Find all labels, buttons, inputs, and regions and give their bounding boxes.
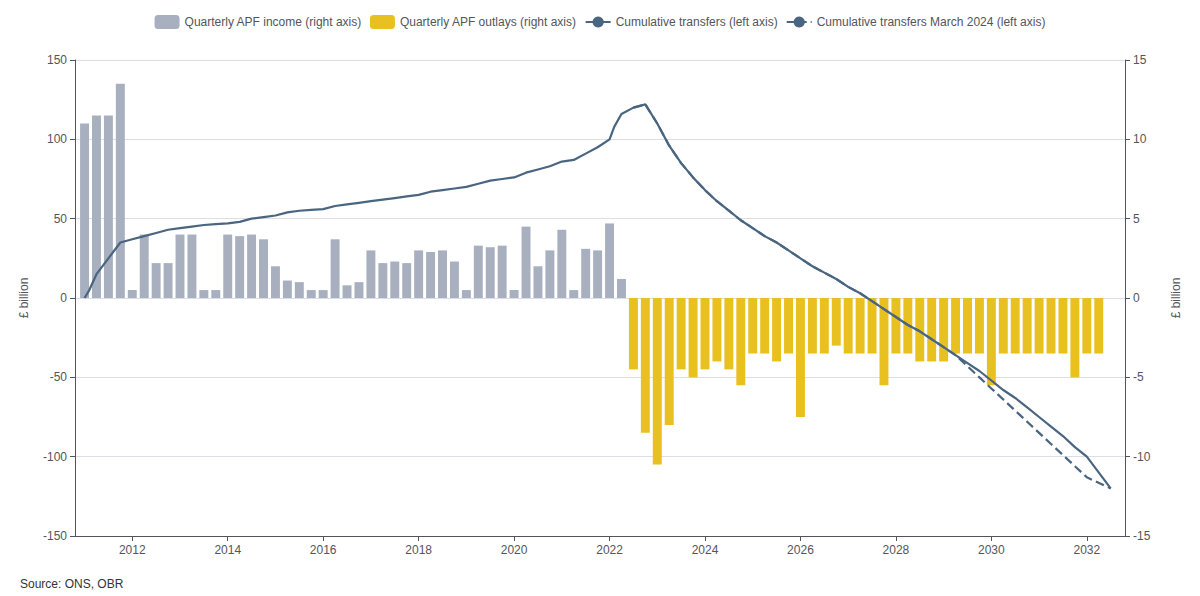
svg-text:2024: 2024 (692, 543, 719, 557)
svg-text:Cumulative transfers March 202: Cumulative transfers March 2024 (left ax… (817, 15, 1046, 29)
svg-text:100: 100 (47, 132, 67, 146)
svg-text:2018: 2018 (405, 543, 432, 557)
svg-text:5: 5 (1133, 212, 1140, 226)
svg-text:Quarterly APF outlays (right a: Quarterly APF outlays (right axis) (400, 15, 576, 29)
svg-text:Cumulative transfers (left axi: Cumulative transfers (left axis) (616, 15, 778, 29)
svg-text:Quarterly APF income (right ax: Quarterly APF income (right axis) (185, 15, 362, 29)
svg-text:0: 0 (1133, 291, 1140, 305)
svg-text:-150: -150 (43, 529, 67, 543)
svg-text:0: 0 (60, 291, 67, 305)
svg-text:2012: 2012 (119, 543, 146, 557)
svg-text:150: 150 (47, 53, 67, 67)
svg-text:Source: ONS, OBR: Source: ONS, OBR (20, 577, 124, 591)
svg-text:-5: -5 (1133, 370, 1144, 384)
svg-text:50: 50 (54, 212, 68, 226)
svg-text:2026: 2026 (787, 543, 814, 557)
svg-text:2014: 2014 (214, 543, 241, 557)
svg-text:2032: 2032 (1073, 543, 1100, 557)
svg-text:2016: 2016 (310, 543, 337, 557)
svg-text:-100: -100 (43, 450, 67, 464)
svg-text:£ billion: £ billion (17, 278, 31, 319)
svg-text:2020: 2020 (501, 543, 528, 557)
svg-text:-15: -15 (1133, 529, 1151, 543)
svg-text:2028: 2028 (883, 543, 910, 557)
svg-text:10: 10 (1133, 132, 1147, 146)
svg-text:-10: -10 (1133, 450, 1151, 464)
svg-text:2022: 2022 (596, 543, 623, 557)
svg-text:£ billion: £ billion (1169, 278, 1183, 319)
svg-text:15: 15 (1133, 53, 1147, 67)
svg-text:2030: 2030 (978, 543, 1005, 557)
svg-text:-50: -50 (50, 370, 68, 384)
